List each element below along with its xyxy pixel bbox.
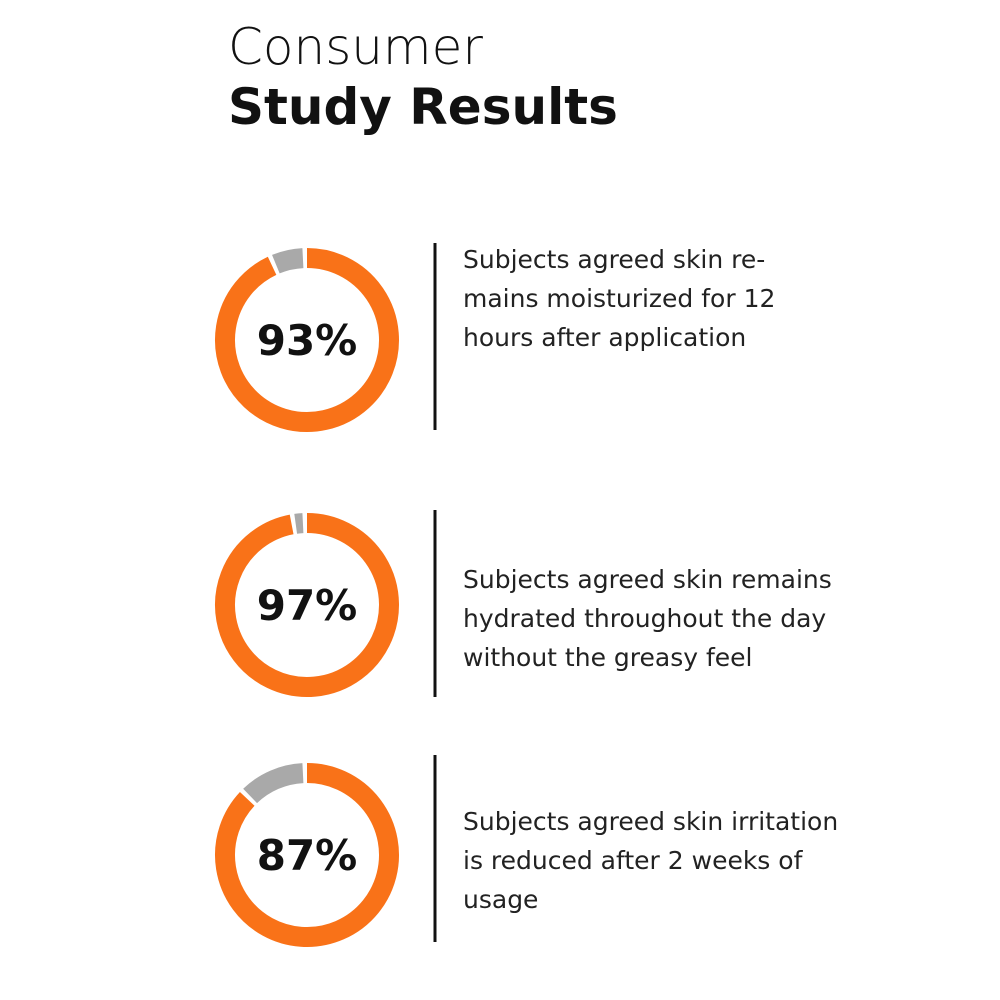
description-line: usage xyxy=(463,885,538,914)
title-line: Consumer xyxy=(228,18,483,76)
ring-track xyxy=(294,513,304,534)
title-line: Study Results xyxy=(228,78,618,136)
ring-value xyxy=(215,513,399,697)
percent-label: 97% xyxy=(257,581,358,630)
ring-track xyxy=(243,763,304,804)
description-line: mains moisturized for 12 xyxy=(463,284,775,313)
ring-value xyxy=(215,763,399,947)
description-line: without the greasy feel xyxy=(463,643,752,672)
percent-label: 93% xyxy=(257,316,358,365)
ring-track xyxy=(272,248,304,274)
ring-value xyxy=(215,248,399,432)
description-line: hydrated throughout the day xyxy=(463,604,826,633)
description-line: Subjects agreed skin remains xyxy=(463,565,832,594)
percent-label: 87% xyxy=(257,831,358,880)
description-line: is reduced after 2 weeks of xyxy=(463,846,804,875)
description-line: Subjects agreed skin irritation xyxy=(463,807,838,836)
description-line: Subjects agreed skin re- xyxy=(463,245,765,274)
description-line: hours after application xyxy=(463,323,746,352)
